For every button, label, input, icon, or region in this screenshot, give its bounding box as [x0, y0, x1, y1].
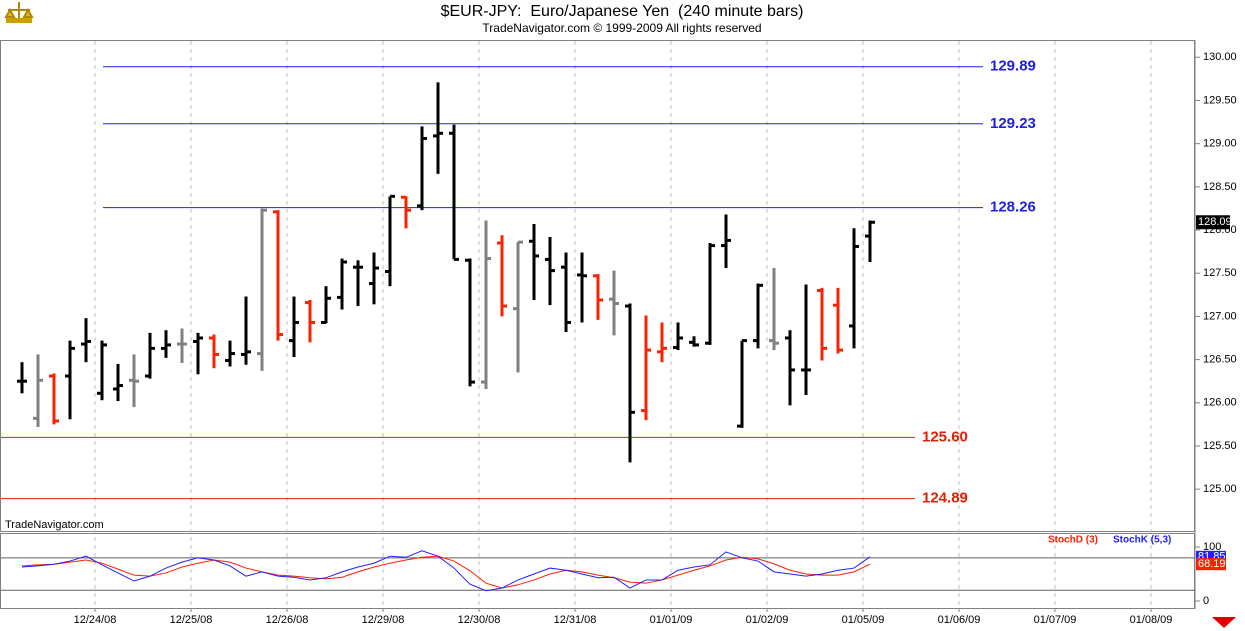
y-tick-label: 127.00: [1203, 310, 1237, 322]
y-tick-label: 126.00: [1203, 397, 1237, 409]
x-tick-label: 01/02/09: [746, 614, 789, 626]
x-tick-label: 12/30/08: [458, 614, 501, 626]
level-label: 129.89: [990, 58, 1036, 75]
x-tick-label: 01/06/09: [938, 614, 981, 626]
chart-title: $EUR-JPY: Euro/Japanese Yen (240 minute …: [441, 3, 804, 20]
x-tick-label: 12/25/08: [170, 614, 213, 626]
legend-entry: StochK (5,3): [1113, 535, 1171, 546]
chart-subtitle: TradeNavigator.com © 1999-2009 All right…: [482, 21, 761, 35]
scroll-arrow: [1212, 617, 1236, 628]
y-tick-label: 129.00: [1203, 138, 1237, 150]
x-tick-label: 01/05/09: [842, 614, 885, 626]
x-tick-label: 12/26/08: [266, 614, 309, 626]
legend-entry: StochD (3): [1048, 535, 1098, 546]
x-tick-label: 12/31/08: [554, 614, 597, 626]
y-tick-label: 125.00: [1203, 483, 1237, 495]
level-label: 125.60: [922, 428, 968, 445]
x-tick-label: 01/08/09: [1130, 614, 1173, 626]
x-tick-label: 12/29/08: [362, 614, 405, 626]
last-value-box: [1196, 558, 1226, 571]
last-value-label: 68.19: [1198, 558, 1226, 570]
y-tick-label: 100: [1203, 541, 1221, 553]
y-tick-label: 127.50: [1203, 267, 1237, 279]
stoch-line: [21, 550, 871, 592]
y-tick-label: 125.50: [1203, 440, 1237, 452]
stoch-line: [21, 555, 871, 589]
level-label: 124.89: [922, 490, 968, 507]
y-tick-label: 0: [1203, 595, 1209, 607]
y-tick-label: 130.00: [1203, 51, 1237, 63]
y-tick-label: 126.50: [1203, 354, 1237, 366]
level-label: 129.23: [990, 115, 1036, 132]
x-tick-label: 01/01/09: [650, 614, 693, 626]
x-tick-label: 01/07/09: [1034, 614, 1077, 626]
level-label: 128.26: [990, 199, 1036, 216]
logo: [4, 2, 34, 23]
watermark: TradeNavigator.com: [5, 519, 104, 531]
y-tick-label: 128.50: [1203, 181, 1237, 193]
last-price-box: [1196, 215, 1230, 230]
x-tick-label: 12/24/08: [74, 614, 117, 626]
last-price-label: 128.09: [1198, 216, 1232, 228]
y-tick-label: 129.50: [1203, 94, 1237, 106]
